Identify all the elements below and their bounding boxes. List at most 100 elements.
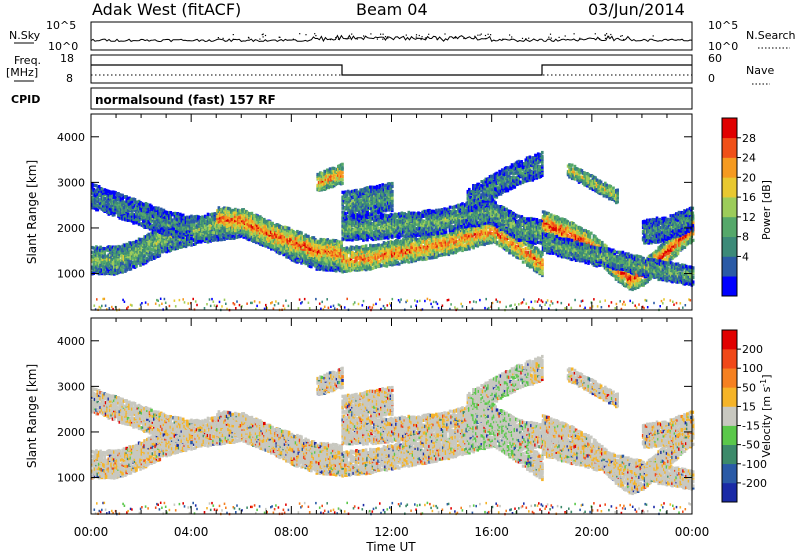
power-cell-754 (173, 247, 177, 251)
power-cell-3213 (234, 225, 237, 230)
power-cell-2788 (153, 223, 156, 227)
power-cell-1329 (237, 234, 240, 238)
power-cell-3203 (232, 231, 236, 235)
power-cell-272 (119, 258, 123, 262)
power-cell-2130 (325, 265, 328, 269)
power-cell-1202 (223, 233, 226, 238)
power-cell-3266 (241, 229, 244, 233)
power-cell-1046 (205, 231, 208, 235)
power-cell-2929 (169, 218, 173, 222)
power-cell-498 (143, 237, 146, 241)
power-cell-222 (114, 255, 117, 259)
power-cell-1054 (206, 235, 210, 239)
power-cell-2810 (155, 225, 159, 230)
nsearch-dot (348, 37, 350, 40)
power-cell-2352 (100, 207, 104, 211)
power-cell-367 (130, 263, 134, 268)
power-cell-803 (179, 241, 182, 245)
power-cell-1105 (212, 232, 215, 236)
power-cell-3074 (190, 237, 193, 241)
power-cell-2459 (113, 205, 116, 209)
power-cell-660 (162, 235, 166, 239)
power-cell-572 (153, 242, 156, 246)
power-cell-2469 (114, 207, 117, 211)
power-cell-350 (128, 247, 131, 251)
power-cell-353 (128, 241, 131, 245)
power-cell-311 (124, 251, 127, 255)
power-cell-1756 (283, 252, 287, 256)
power-cell-2628 (133, 213, 137, 217)
power-cell-3286 (242, 210, 245, 214)
power-cell-1885 (297, 259, 301, 263)
nsearch-dot (477, 34, 479, 36)
power-cell-112 (103, 269, 106, 273)
nsky-line (90, 34, 693, 46)
power-cell-2884 (164, 216, 167, 220)
power-cell-342 (128, 267, 131, 271)
power-cell-2121 (323, 255, 327, 260)
power-cell-2117 (323, 264, 327, 269)
power-cell-988 (198, 224, 201, 228)
power-cell-3403 (256, 220, 259, 224)
nsearch-dot (315, 35, 317, 37)
power-cell-447 (139, 263, 142, 267)
power-cell-1828 (292, 258, 295, 262)
power-cell-2865 (161, 208, 164, 212)
power-cell-3313 (246, 230, 250, 234)
power-cell-656 (162, 242, 166, 246)
power-cell-981 (198, 239, 201, 243)
power-cell-1780 (286, 255, 290, 259)
power-cell-2670 (139, 217, 142, 221)
power-cell-3308 (245, 218, 248, 222)
power-cell-2442 (110, 191, 113, 195)
power-cell-3176 (228, 220, 232, 224)
power-cell-1116 (213, 233, 217, 237)
power-cell-2279 (91, 203, 94, 207)
power-cell-2677 (139, 206, 142, 210)
power-cell-536 (148, 251, 152, 255)
power-cell-2623 (132, 205, 135, 210)
power-cell-549 (150, 243, 153, 247)
power-cell-928 (192, 238, 196, 242)
power-cell-3406 (256, 215, 259, 219)
power-cell-2616 (132, 220, 135, 224)
power-cell-836 (181, 228, 185, 232)
power-cell-2362 (100, 187, 104, 191)
power-cell-390 (132, 243, 135, 247)
freq-tick-bottom: 8 (66, 72, 73, 85)
power-cell-2464 (113, 194, 116, 198)
nave-label: Nave (746, 64, 774, 77)
power-cell-2753 (148, 225, 152, 229)
power-cell-4308 (369, 243, 372, 247)
power-cell-3284 (242, 216, 245, 220)
power-cell-2781 (151, 214, 155, 218)
power-cell-2618 (132, 215, 135, 220)
power-cell-3016 (181, 232, 185, 236)
power-cell-927 (192, 242, 196, 246)
power-cell-2553 (124, 201, 127, 205)
power-cell-2424 (108, 211, 112, 215)
power-cell-731 (170, 246, 174, 250)
power-cell-3250 (238, 220, 241, 224)
power-cell-149 (107, 260, 111, 264)
power-cell-2797 (153, 208, 156, 212)
nsearch-dot (428, 33, 430, 35)
power-cell-299 (122, 247, 126, 251)
nsearch-dot (351, 33, 353, 35)
power-cell-3090 (216, 214, 219, 219)
power-cell-2672 (139, 214, 142, 218)
power-cell-1121 (213, 221, 217, 225)
power-cell-45 (95, 247, 98, 251)
power-cell-202 (113, 267, 116, 271)
power-cell-1114 (213, 237, 217, 241)
power-cell-380 (132, 264, 135, 268)
power-cell-467 (140, 246, 144, 250)
power-cell-2739 (146, 204, 149, 208)
power-cell-2767 (150, 219, 153, 223)
power-cell-2720 (144, 214, 148, 219)
power-cell-2575 (126, 203, 130, 207)
power-cell-2477 (114, 191, 117, 195)
power-cell-1085 (209, 224, 212, 228)
power-cell-561 (151, 241, 155, 245)
power-cell-494 (143, 245, 146, 249)
